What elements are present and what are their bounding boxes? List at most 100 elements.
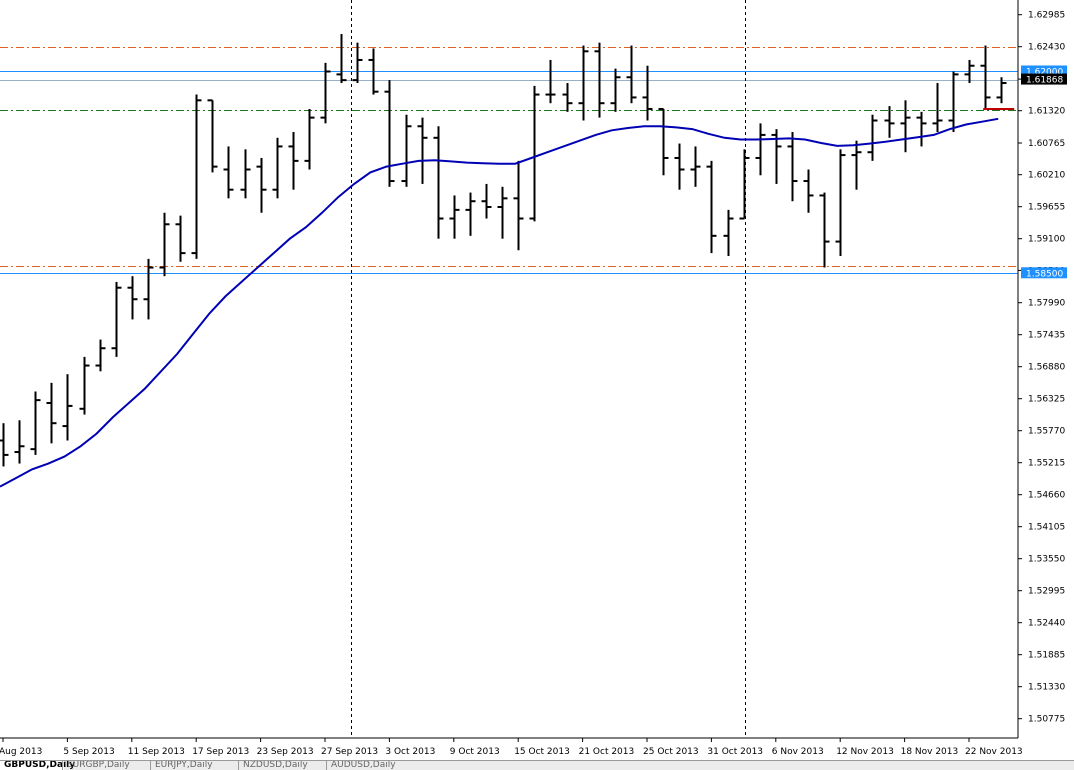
- tab-eurjpy-daily[interactable]: EURJPY,Daily: [150, 761, 239, 770]
- time-tick-label: 3 Oct 2013: [385, 747, 435, 757]
- tab-nzdusd-daily[interactable]: NZDUSD,Daily: [238, 761, 327, 770]
- price-badge-label: 1.58500: [1026, 269, 1063, 279]
- price-tick-label: 1.56325: [1028, 395, 1065, 405]
- ohlc-bar: [304, 108, 315, 170]
- ohlc-bar: [980, 45, 991, 109]
- tab-eurgbp-daily[interactable]: EURGBP,Daily: [62, 761, 151, 770]
- ohlc-bar: [867, 114, 878, 161]
- ohlc-bar: [449, 195, 460, 239]
- ohlc-bar: [14, 420, 25, 464]
- price-tick-label: 1.52995: [1028, 587, 1065, 597]
- ohlc-bar: [884, 106, 895, 138]
- ohlc-bar: [819, 192, 830, 268]
- ohlc-bar: [690, 146, 701, 187]
- time-tick-label: 27 Sep 2013: [321, 747, 378, 757]
- ohlc-bar: [626, 45, 637, 104]
- price-tick-label: 1.59655: [1028, 203, 1065, 213]
- price-tick-label: 1.57435: [1028, 331, 1065, 341]
- ohlc-bar: [545, 59, 556, 104]
- price-tick-label: 1.56880: [1028, 363, 1065, 373]
- price-tick-label: 1.60765: [1028, 139, 1065, 149]
- price-badge-label: 1.61868: [1026, 76, 1063, 86]
- ohlc-bar: [948, 71, 959, 133]
- time-tick-label: 15 Oct 2013: [514, 747, 570, 757]
- ohlc-bar: [384, 80, 395, 187]
- ohlc-bar: [159, 212, 170, 277]
- price-badge: [1021, 65, 1067, 77]
- tab-audusd-daily[interactable]: AUDUSD,Daily: [326, 761, 415, 770]
- ohlc-bar: [223, 146, 234, 199]
- ohlc-bar: [739, 149, 750, 220]
- ohlc-bar: [30, 391, 41, 455]
- ohlc-bar: [900, 100, 911, 153]
- ohlc-bar: [320, 62, 331, 124]
- price-tick-label: 1.59100: [1028, 235, 1065, 245]
- ohlc-bar: [465, 192, 476, 236]
- price-tick-label: 1.51885: [1028, 651, 1065, 661]
- price-tick-label: 1.55770: [1028, 427, 1065, 437]
- tab-gbpusd-daily[interactable]: GBPUSD,Daily: [0, 761, 75, 770]
- price-tick-label: 1.52440: [1028, 619, 1065, 629]
- time-tick-label: 25 Oct 2013: [643, 747, 699, 757]
- ohlc-bar: [835, 149, 846, 256]
- time-tick-label: 11 Sep 2013: [128, 747, 185, 757]
- price-badge: [1021, 73, 1067, 85]
- ohlc-bar: [594, 42, 605, 118]
- ohlc-bar: [916, 111, 927, 147]
- ohlc-bar: [674, 143, 685, 190]
- time-tick-label: 18 Nov 2013: [901, 747, 959, 757]
- ohlc-bar: [803, 169, 814, 213]
- ohlc-bar: [95, 339, 106, 372]
- ohlc-bar: [62, 374, 73, 441]
- price-tick-label: 1.60210: [1028, 171, 1065, 181]
- ohlc-bar: [964, 59, 975, 84]
- price-tick-label: 1.62430: [1028, 43, 1065, 53]
- ohlc-bars: [0, 34, 1007, 467]
- ohlc-bar: [787, 132, 798, 202]
- price-tick-label: 1.55215: [1028, 459, 1065, 469]
- ohlc-bar: [417, 117, 428, 184]
- ohlc-bar: [111, 281, 122, 357]
- ohlc-bar: [79, 356, 90, 415]
- ohlc-bar: [46, 382, 57, 444]
- ohlc-bar: [578, 45, 589, 121]
- ohlc-bar: [932, 83, 943, 133]
- ohlc-bar: [240, 149, 251, 199]
- time-axis: Aug 2013 5 Sep 2013 11 Sep 2013 17 Sep 2013…: [0, 738, 1023, 757]
- time-tick-label: 22 Nov 2013: [965, 747, 1023, 757]
- ohlc-bar: [723, 209, 734, 256]
- ohlc-bar: [272, 137, 283, 199]
- time-tick-label: 23 Sep 2013: [257, 747, 314, 757]
- time-tick-label: 9 Oct 2013: [450, 747, 500, 757]
- ohlc-bar: [175, 215, 186, 262]
- ohlc-bar: [996, 77, 1007, 104]
- time-tick-label: 21 Oct 2013: [579, 747, 635, 757]
- price-badge: [1021, 267, 1067, 279]
- ma-line: [0, 117, 999, 488]
- ohlc-bar: [433, 126, 444, 239]
- symbol-tabs: GBPUSD,Daily EURGBP,Daily EURJPY,Daily N…: [0, 760, 1074, 770]
- time-tick-label: 12 Nov 2013: [836, 747, 894, 757]
- time-tick-label: 31 Oct 2013: [707, 747, 763, 757]
- ohlc-bar: [207, 99, 218, 173]
- time-tick-label: Aug 2013: [0, 747, 42, 757]
- time-tick-label: 6 Nov 2013: [772, 747, 824, 757]
- ohlc-bar: [755, 123, 766, 176]
- ohlc-bar: [529, 85, 540, 222]
- ohlc-bar: [0, 423, 9, 467]
- price-axis: 1.62985 1.62430 1.61868 1.61320 1.60765 1.602…: [1018, 11, 1065, 725]
- horizontal-lines: [0, 47, 1018, 274]
- ohlc-bar: [191, 94, 202, 259]
- ohlc-bar: [706, 160, 717, 254]
- price-tick-label: 1.57990: [1028, 299, 1065, 309]
- price-tick-label: 1.62985: [1028, 11, 1065, 21]
- ohlc-bar: [401, 114, 412, 187]
- ohlc-bar: [481, 183, 492, 219]
- ohlc-bar: [658, 107, 669, 176]
- ohlc-bar: [562, 83, 573, 112]
- price-tick-label: 1.61320: [1028, 107, 1065, 117]
- ohlc-bar: [127, 276, 138, 320]
- ohlc-bar: [352, 42, 363, 84]
